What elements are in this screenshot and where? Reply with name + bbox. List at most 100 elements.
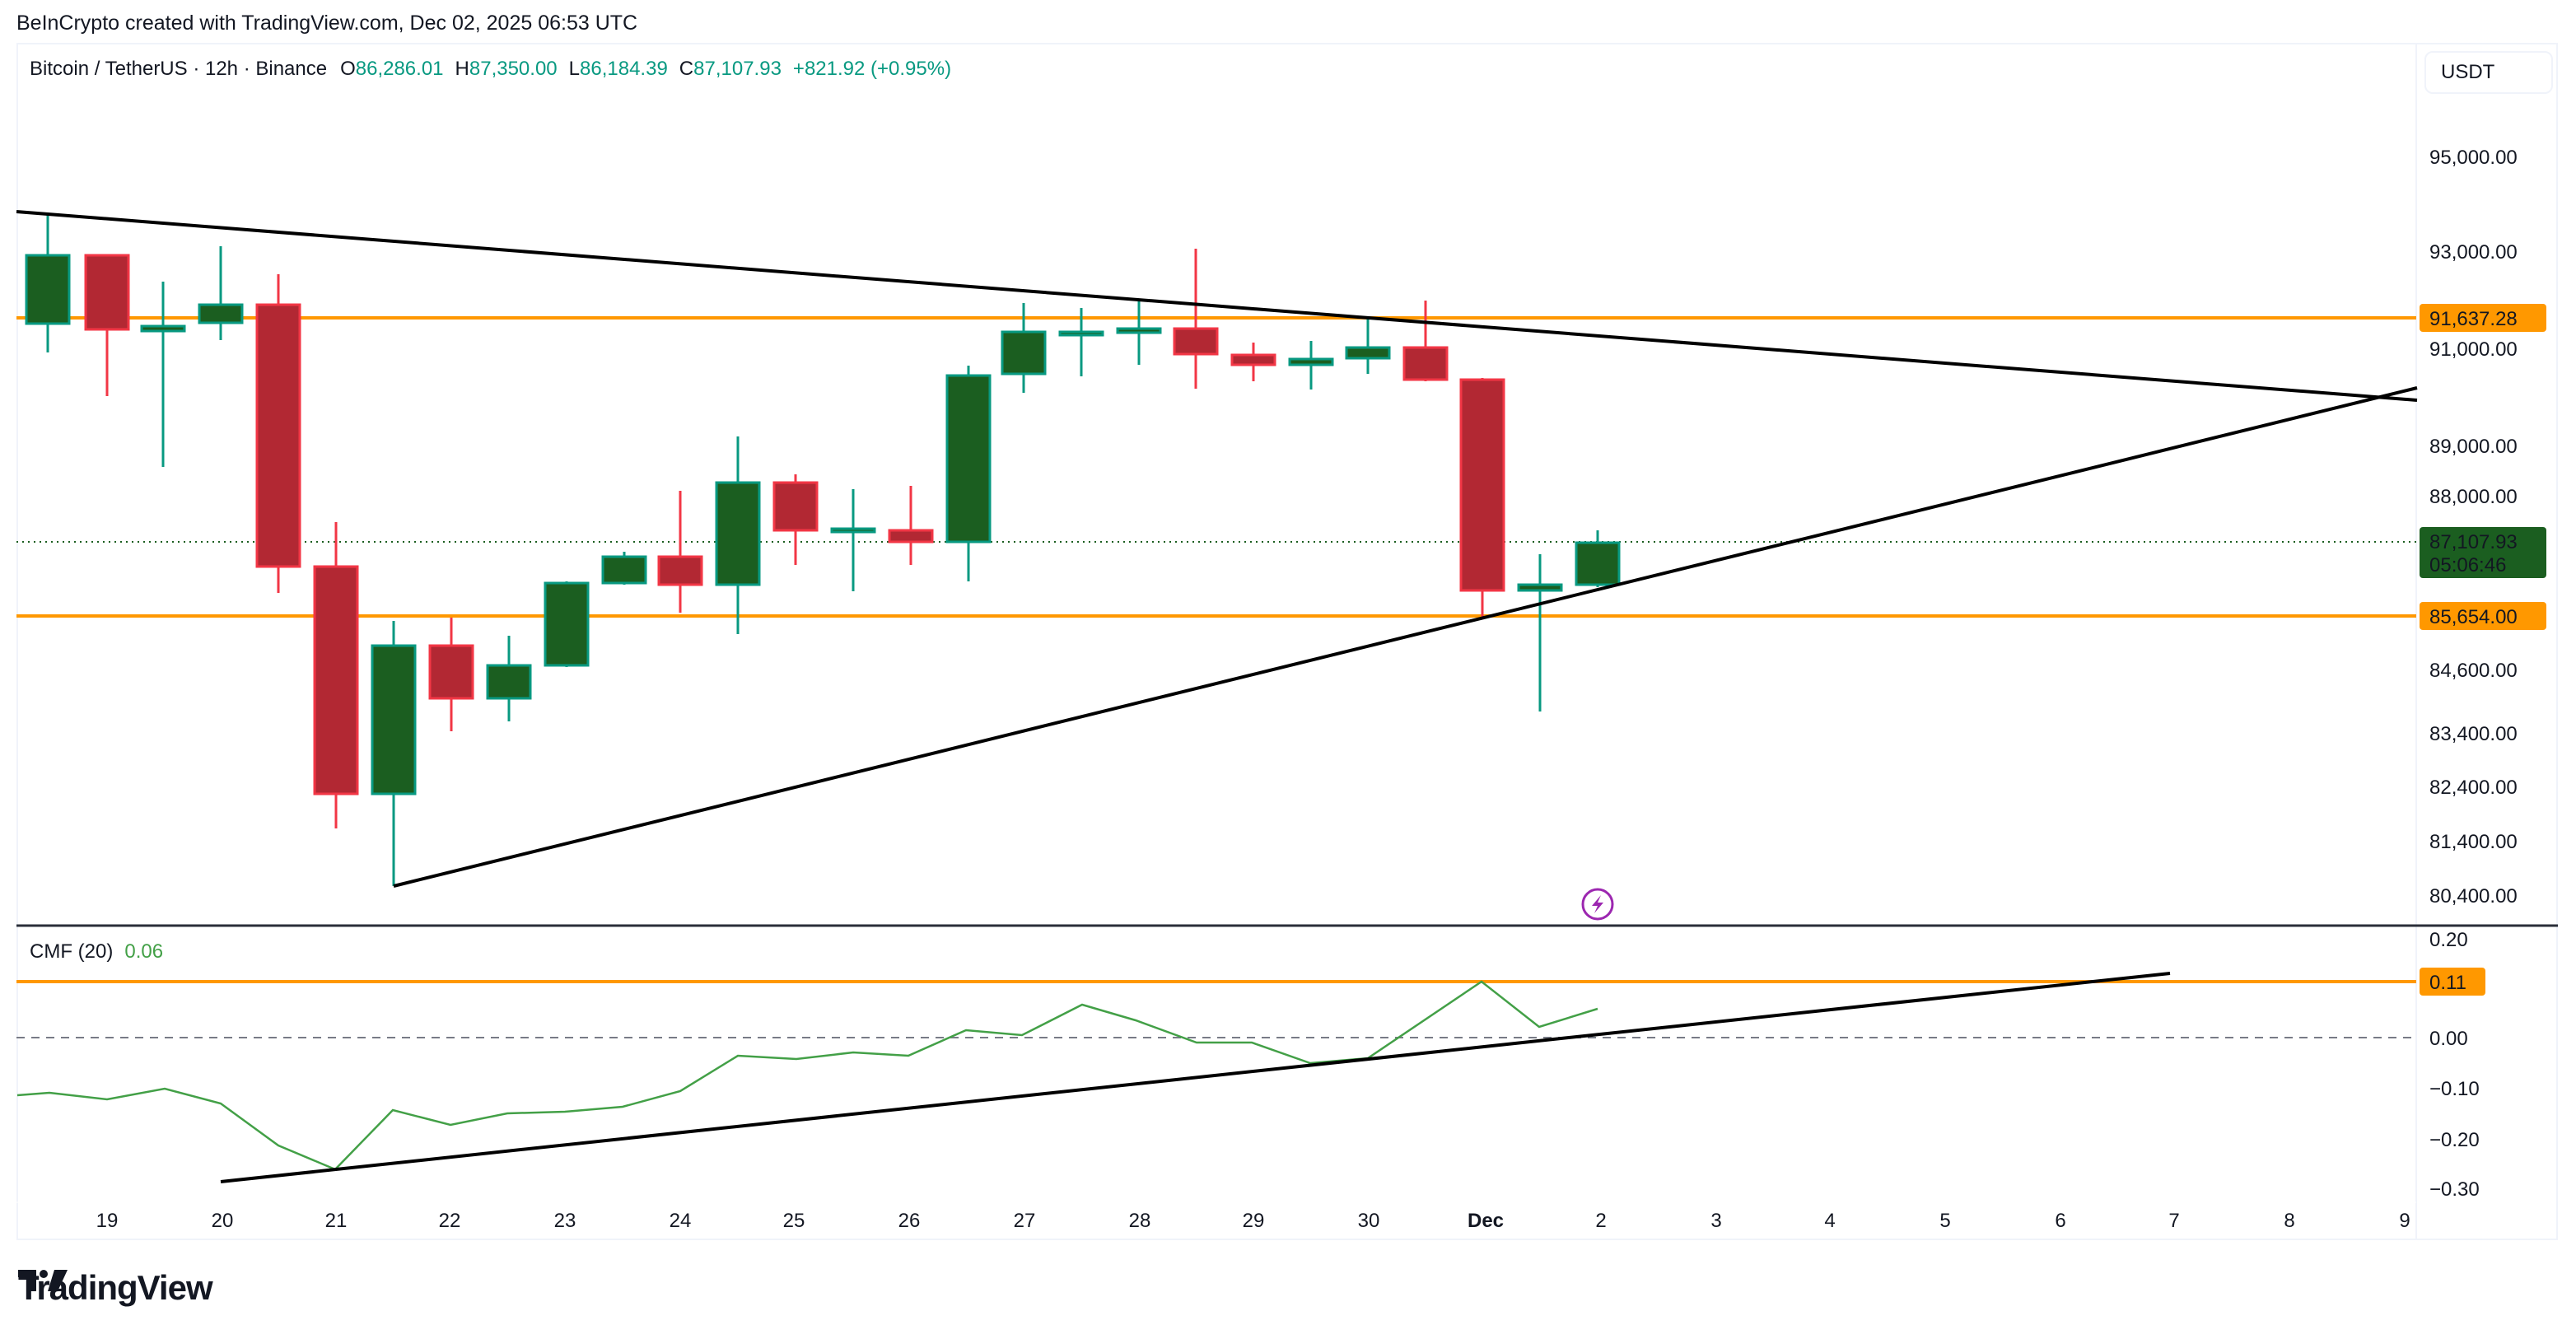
candlestick-series — [25, 213, 1621, 886]
candle-up — [945, 366, 992, 581]
time-tick-label: 25 — [783, 1210, 805, 1232]
level-price-badge: 85,654.00 — [2420, 602, 2546, 630]
price-tick-label: 88,000.00 — [2429, 486, 2518, 508]
candle-down — [1459, 378, 1505, 618]
price-tick-label: 95,000.00 — [2429, 147, 2518, 169]
cmf-tick-label: 0.20 — [2429, 929, 2468, 951]
ascending-support-trendline[interactable] — [393, 386, 2418, 888]
candle-up — [198, 246, 244, 340]
change-value: +821.92 (+0.95%) — [792, 58, 952, 80]
time-tick-label: 7 — [2168, 1210, 2179, 1232]
cmf-line — [16, 980, 1598, 1171]
candle-up — [1345, 318, 1391, 374]
tradingview-logo[interactable]: TradingView — [18, 1268, 213, 1308]
chart-frame — [16, 43, 2558, 1240]
price-tick-label: 83,400.00 — [2429, 723, 2518, 745]
time-tick-label: 5 — [1939, 1210, 1950, 1232]
lightning-event-icon[interactable] — [1581, 888, 1614, 921]
cmf-tick-label: 0.00 — [2429, 1028, 2468, 1050]
horizontal-levels — [16, 316, 2416, 618]
candle-up — [1288, 341, 1334, 390]
price-axis[interactable]: 95,000.00 93,000.00 91,000.00 89,000.00 88,0… — [2429, 147, 2518, 1201]
cmf-trendline[interactable] — [220, 972, 2171, 1183]
time-tick-label: 19 — [96, 1210, 119, 1232]
candle-up — [1116, 299, 1162, 365]
time-tick-label: 23 — [554, 1210, 576, 1232]
time-tick-label: Dec — [1468, 1210, 1504, 1232]
cmf-tick-label: −0.20 — [2429, 1129, 2480, 1151]
time-tick-label: 28 — [1129, 1210, 1151, 1232]
candle-up — [544, 581, 590, 667]
high-label: H — [455, 58, 469, 80]
currency-button[interactable]: USDT — [2424, 51, 2553, 94]
candle-up — [601, 552, 647, 585]
price-tick-label: 80,400.00 — [2429, 885, 2518, 907]
high-value: 87,350.00 — [469, 58, 558, 80]
close-value: 87,107.93 — [693, 58, 782, 80]
cmf-value: 0.06 — [124, 940, 164, 963]
chart-credit: BeInCrypto created with TradingView.com,… — [16, 12, 638, 35]
candle-up — [1001, 303, 1047, 393]
cmf-level-badge: 0.11 — [2420, 968, 2485, 996]
candle-down — [772, 474, 819, 565]
price-tick-label: 93,000.00 — [2429, 241, 2518, 264]
candle-up — [371, 621, 417, 886]
time-tick-label: 27 — [1014, 1210, 1036, 1232]
candle-up — [715, 436, 761, 634]
close-label: C — [679, 58, 694, 80]
time-tick-label: 30 — [1358, 1210, 1380, 1232]
cmf-legend[interactable]: CMF (20) 0.06 — [30, 940, 163, 963]
candle-up — [1517, 554, 1563, 711]
open-label: O — [340, 58, 356, 80]
cmf-title: CMF (20) — [30, 940, 114, 963]
cmf-tick-label: −0.30 — [2429, 1178, 2480, 1201]
svg-text:91,637.28: 91,637.28 — [2429, 308, 2518, 330]
svg-text:85,654.00: 85,654.00 — [2429, 606, 2518, 628]
candle-down — [428, 618, 474, 731]
time-tick-label: 24 — [670, 1210, 692, 1232]
time-tick-label: 22 — [439, 1210, 461, 1232]
candle-down — [1173, 249, 1219, 389]
price-tick-label: 91,000.00 — [2429, 338, 2518, 361]
cmf-tick-label: −0.10 — [2429, 1078, 2480, 1100]
time-tick-label: 3 — [1710, 1210, 1721, 1232]
time-tick-label: 2 — [1595, 1210, 1606, 1232]
time-tick-label: 8 — [2284, 1210, 2294, 1232]
symbol-legend: Bitcoin / TetherUS · 12h · Binance O86,28… — [30, 58, 963, 81]
candle-down — [313, 522, 359, 828]
tradingview-logo-icon — [18, 1270, 68, 1291]
svg-text:05:06:46: 05:06:46 — [2429, 554, 2506, 576]
time-tick-label: 26 — [898, 1210, 921, 1232]
time-tick-label: 29 — [1243, 1210, 1265, 1232]
candle-up — [1058, 308, 1104, 376]
open-value: 86,286.01 — [355, 58, 444, 80]
descending-resistance-trendline[interactable] — [16, 210, 2418, 402]
candle-down — [888, 486, 934, 565]
low-value: 86,184.39 — [580, 58, 668, 80]
candle-up — [140, 282, 186, 467]
time-tick-label: 4 — [1824, 1210, 1835, 1232]
time-axis[interactable]: 19 20 21 22 23 24 25 26 27 28 29 30 Dec 2 3 4 5 6 7 8 9 — [96, 1210, 2410, 1232]
candle-down — [255, 274, 301, 593]
svg-text:0.11: 0.11 — [2429, 972, 2466, 994]
price-tick-label: 89,000.00 — [2429, 436, 2518, 458]
symbol-title[interactable]: Bitcoin / TetherUS · 12h · Binance — [30, 58, 328, 80]
candle-down — [84, 254, 130, 396]
time-tick-label: 6 — [2055, 1210, 2065, 1232]
candle-up — [1575, 530, 1621, 587]
candle-down — [1230, 343, 1276, 381]
candle-down — [657, 491, 703, 613]
cmf-pane — [16, 972, 2416, 1183]
candle-up — [830, 489, 876, 591]
time-tick-label: 21 — [325, 1210, 348, 1232]
low-label: L — [568, 58, 581, 80]
price-tick-label: 84,600.00 — [2429, 660, 2518, 682]
price-tick-label: 81,400.00 — [2429, 831, 2518, 853]
candle-down — [1402, 301, 1449, 381]
time-tick-label: 20 — [212, 1210, 234, 1232]
price-tick-label: 82,400.00 — [2429, 777, 2518, 799]
trendlines[interactable] — [16, 210, 2418, 888]
